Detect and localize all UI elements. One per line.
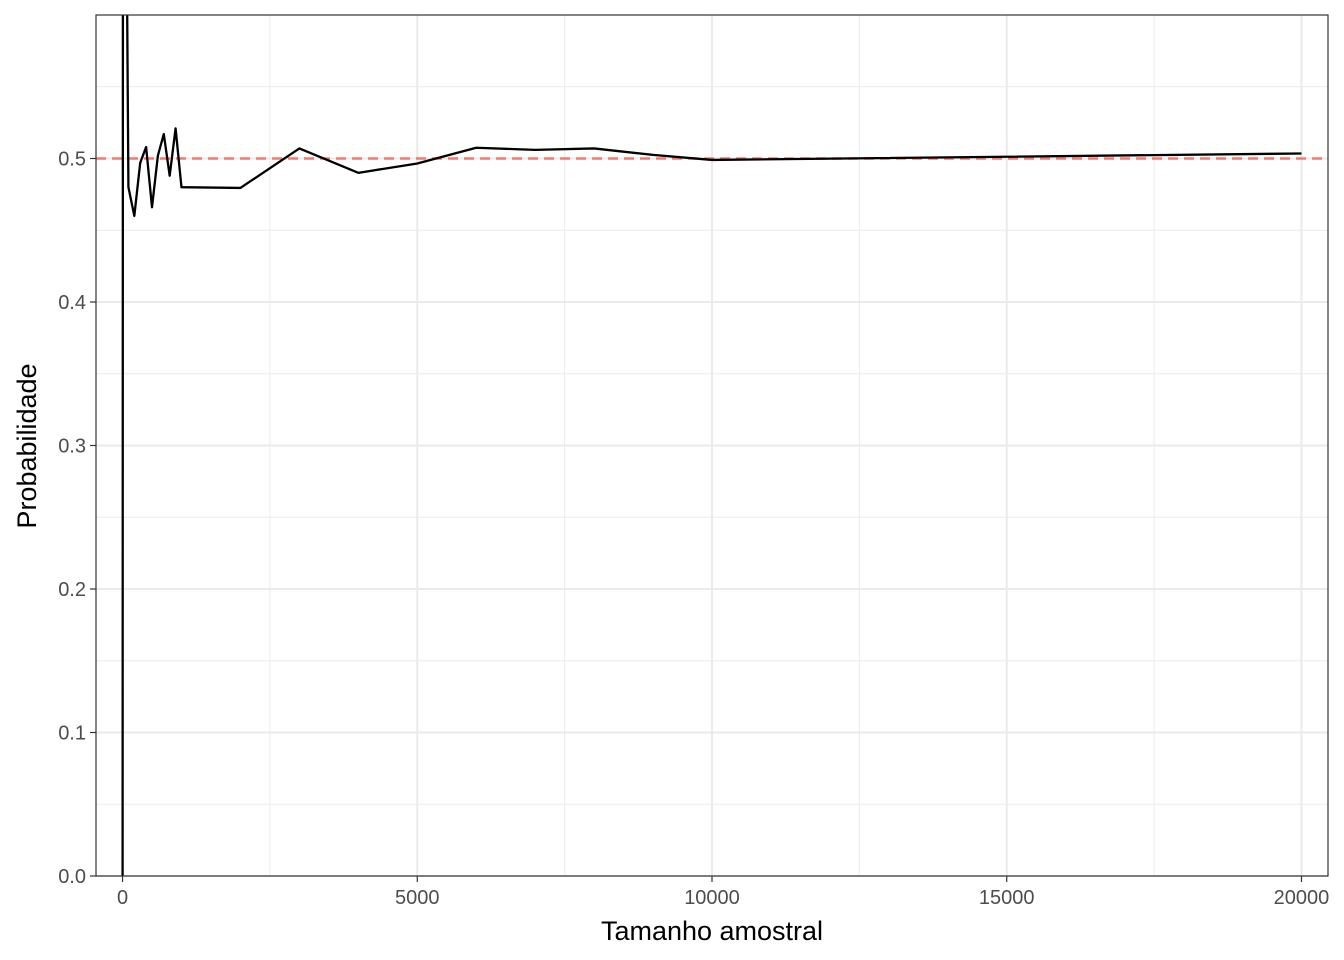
y-tick-label: 0.0 <box>58 866 86 888</box>
x-tick-label: 20000 <box>1274 887 1330 909</box>
series-lines <box>121 15 1302 876</box>
y-tick-label: 0.3 <box>58 436 86 458</box>
x-tick-label: 0 <box>117 887 128 909</box>
y-axis-title: Probabilidade <box>12 363 42 528</box>
x-tick-label: 10000 <box>684 887 740 909</box>
y-tick-label: 0.2 <box>58 579 86 601</box>
x-axis-title: Tamanho amostral <box>601 916 823 946</box>
x-axis-ticks: 0 5000 10000 15000 20000 <box>117 876 1329 909</box>
series-line <box>121 15 1302 876</box>
y-tick-label: 0.4 <box>58 292 86 314</box>
x-tick-label: 15000 <box>979 887 1035 909</box>
y-tick-label: 0.1 <box>58 723 86 745</box>
x-tick-label: 5000 <box>395 887 440 909</box>
y-tick-label: 0.5 <box>58 149 86 171</box>
y-axis-ticks: 0.0 0.1 0.2 0.3 0.4 0.5 <box>58 149 96 888</box>
